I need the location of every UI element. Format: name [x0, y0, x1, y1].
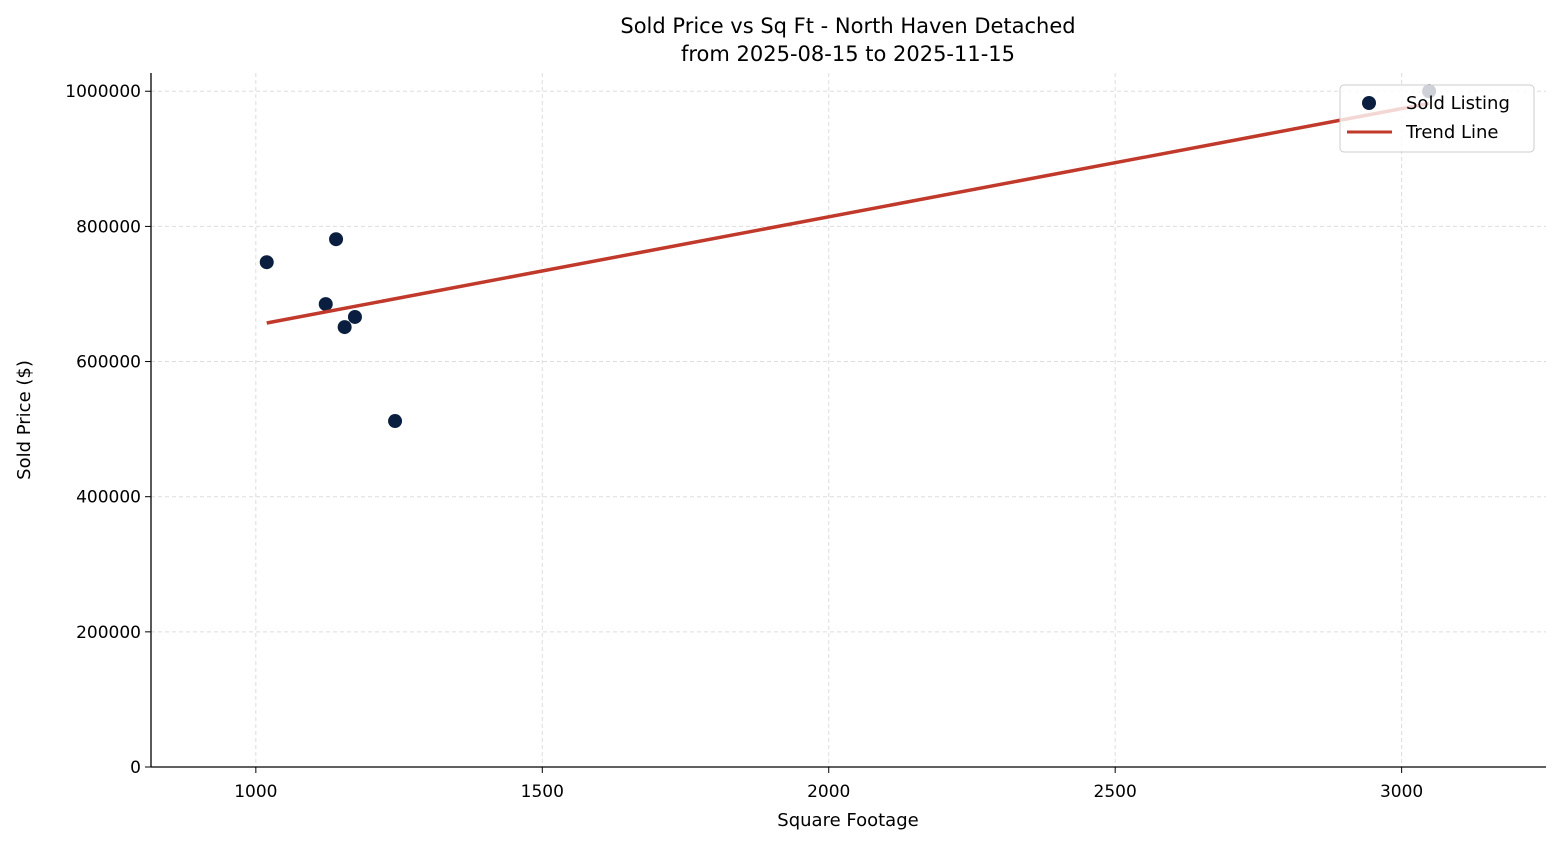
data-point: [329, 232, 344, 247]
legend: Sold Listing Trend Line: [1339, 84, 1535, 153]
ticks: 1000 1500 2000 2500 3000 0 200000 400000 600000 8…: [65, 82, 1423, 802]
legend-label-sold-listing: Sold Listing: [1406, 93, 1510, 114]
y-tick-label: 1000000: [65, 82, 141, 102]
chart-title: Sold Price vs Sq Ft - North Haven Detach…: [620, 14, 1075, 38]
data-point: [337, 320, 352, 335]
y-tick-label: 200000: [76, 623, 141, 643]
x-axis-label: Square Footage: [777, 810, 918, 831]
trend-line: [266, 101, 1430, 325]
y-axis-label: Sold Price ($): [14, 360, 35, 480]
data-point: [259, 255, 274, 270]
x-tick-label: 2000: [807, 782, 850, 802]
legend-label-trend-line: Trend Line: [1405, 122, 1499, 143]
x-tick-label: 1500: [521, 782, 564, 802]
legend-box: [1339, 84, 1535, 153]
y-tick-label: 800000: [76, 217, 141, 237]
marks: [259, 84, 1437, 429]
chart-subtitle: from 2025-08-15 to 2025-11-15: [681, 42, 1015, 66]
x-tick-label: 1000: [234, 782, 277, 802]
x-tick-label: 2500: [1094, 782, 1137, 802]
data-point: [388, 414, 403, 429]
y-tick-label: 400000: [76, 488, 141, 508]
y-tick-label: 0: [130, 758, 141, 778]
data-point: [318, 297, 333, 312]
x-tick-label: 3000: [1380, 782, 1423, 802]
grid: [151, 73, 1546, 768]
data-point: [347, 309, 362, 324]
y-tick-label: 600000: [76, 353, 141, 373]
legend-marker-sold-listing: [1362, 96, 1376, 110]
